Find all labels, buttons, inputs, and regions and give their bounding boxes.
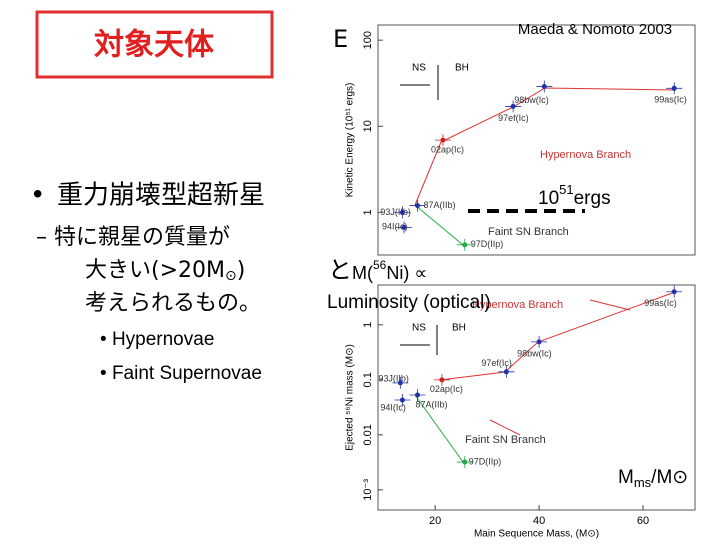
superscript: 56 (373, 258, 387, 272)
data-point (510, 103, 516, 109)
x-tick-label: 20 (429, 515, 441, 527)
annotation: Faint SN Branch (465, 434, 546, 446)
data-point (439, 377, 445, 383)
bullet: 重力崩壊型超新星 (57, 181, 265, 211)
y-axis-label: Ejected ⁵⁶Ni mass (M⊙) (345, 344, 356, 451)
hypernova-branch-line (440, 87, 676, 143)
point-label: 99as(Ic) (644, 298, 677, 308)
relation: とM(56Ni) ∝ (328, 256, 427, 284)
heading-fragment: E (333, 25, 348, 53)
point-label: 87A(IIb) (415, 399, 447, 409)
data-point (503, 369, 509, 375)
text: と (328, 256, 352, 284)
mass-label: Mms/M⊙ (618, 467, 688, 490)
point-label: 97D(IIp) (469, 456, 502, 466)
bottom-plot-frame (377, 284, 696, 511)
text: 大きい(>20M (85, 258, 225, 283)
data-point (399, 209, 405, 215)
point-label: 02ap(Ic) (431, 145, 464, 155)
annotation: BH (455, 63, 469, 74)
faint-branch-line (414, 394, 464, 463)
hypernova-branch-line (439, 291, 676, 381)
sub-bullet-line: 考えられるもの。 (85, 291, 261, 316)
text: M( (352, 263, 373, 283)
point-label: 99as(Ic) (654, 95, 687, 105)
text: ergs (574, 188, 611, 209)
citation: Maeda & Nomoto 2003 (518, 21, 672, 38)
point-label: 97ef(Ic) (498, 113, 529, 123)
relation-rhs: Luminosity (optical) (327, 292, 491, 313)
y-tick-label: 0.01 (362, 424, 374, 445)
point-label: 97ef(Ic) (481, 358, 512, 368)
branch-line (414, 141, 442, 206)
superscript: 51 (559, 182, 573, 197)
title: 対象天体 (94, 28, 215, 63)
list-item: • Hypernovae (100, 329, 214, 350)
point-label: 02ap(Ic) (430, 384, 463, 394)
subscript: ms (634, 475, 652, 490)
label-bg (530, 183, 630, 207)
text: Ni) ∝ (386, 263, 427, 283)
point-label: 97D(IIp) (471, 239, 504, 249)
point-label: 87A(IIb) (423, 200, 455, 210)
text: /M⊙ (651, 467, 688, 488)
text: 10 (538, 188, 559, 209)
text: ) (237, 258, 246, 283)
arrow (489, 419, 521, 436)
x-tick-label: 40 (533, 515, 545, 527)
point-label: 93J(IIb) (380, 207, 411, 217)
data-point (462, 242, 468, 248)
top-plot-frame (377, 24, 696, 256)
data-point (536, 339, 542, 345)
sub-bullet-line: – 特に親星の質量が (36, 225, 230, 250)
text: Faint Supernovae (112, 363, 262, 384)
point-label: 93J(IIb) (378, 373, 409, 383)
data-point (414, 203, 420, 209)
y-tick-label: 100 (362, 31, 374, 49)
data-point (541, 83, 547, 89)
point-label: 98bw(Ic) (517, 348, 552, 358)
text: Hypernovae (112, 329, 214, 350)
point-label: 94I(Ic) (380, 402, 406, 412)
y-tick-label: 10 (362, 120, 374, 132)
y-tick-label: 1 (362, 209, 374, 215)
x-tick-label: 60 (637, 515, 649, 527)
plots: 1 10 100 Kinetic Energy (10⁵¹ ergs) NS BH Hype… (345, 31, 687, 540)
arrow (589, 299, 631, 311)
point-label: 94I(Ic) (382, 222, 408, 232)
data-point (671, 85, 677, 91)
annotation: Hypernova Branch (540, 149, 631, 161)
y-tick-label: 10⁻³ (362, 479, 374, 501)
point-label: 98bw(Ic) (514, 95, 549, 105)
bullet-dot: • (30, 181, 45, 211)
data-point (440, 137, 446, 143)
annotation: BH (452, 323, 466, 334)
subscript: ⊙ (225, 268, 237, 284)
data-point (414, 392, 420, 398)
list-item: • Faint Supernovae (100, 363, 262, 384)
data-point (462, 459, 468, 465)
data-point (397, 380, 403, 386)
sub-bullet-line: 大きい(>20M⊙) (85, 258, 245, 284)
faint-branch-line (414, 204, 464, 246)
annotation: NS (412, 63, 426, 74)
y-axis-label: Kinetic Energy (10⁵¹ ergs) (345, 83, 356, 198)
energy-label: 1051ergs (538, 182, 611, 209)
title-box (35, 10, 274, 79)
annotation: NS (412, 323, 426, 334)
y-tick-label: 0.1 (362, 372, 374, 387)
y-tick-label: 1 (362, 322, 374, 328)
annotation: Hypernova Branch (472, 299, 563, 311)
data-point (671, 289, 677, 295)
annotation: Faint SN Branch (488, 226, 569, 238)
text: M (618, 467, 634, 488)
data-point (401, 224, 407, 230)
x-axis-label: Main Sequence Mass, (M⊙) (474, 529, 599, 540)
data-point (399, 397, 405, 403)
